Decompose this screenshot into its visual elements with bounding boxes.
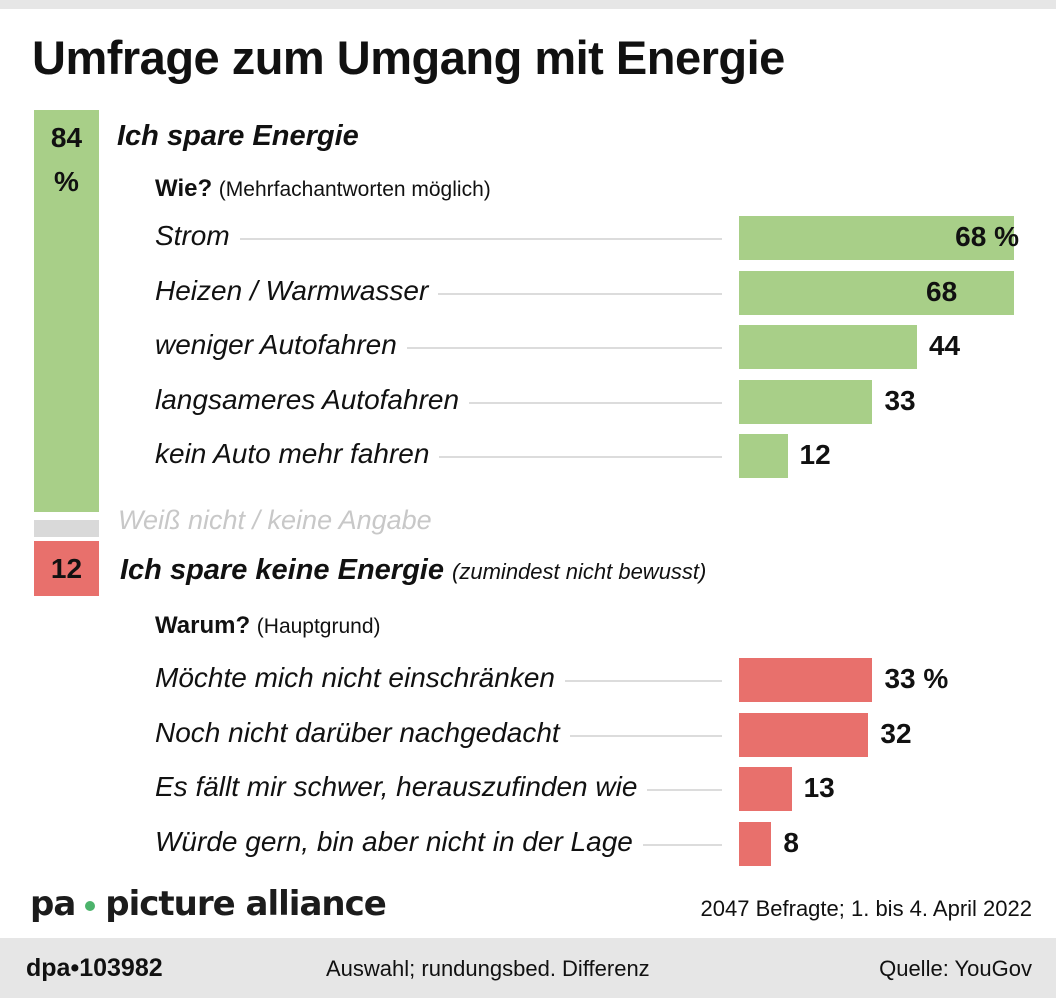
bar — [739, 767, 792, 811]
bar — [739, 325, 917, 369]
data-label: 12 — [799, 439, 831, 470]
data-label: 33 — [884, 384, 916, 416]
section-title-yes: Ich spare Energie — [117, 120, 359, 152]
question-how-note: (Mehrfachantworten möglich) — [218, 178, 491, 201]
footer-id: dpa•103982 — [26, 954, 163, 982]
data-label: 8 — [783, 826, 799, 858]
leader-line — [155, 347, 722, 349]
leader-line — [155, 292, 722, 295]
share-value-yes: 84 — [50, 122, 83, 153]
category-label: weniger Autofahren — [155, 329, 407, 361]
bar — [739, 658, 873, 702]
section-title-no-wrap: Ich spare keine Energie (zumindest nicht… — [120, 554, 706, 587]
category-label: Heizen / Warmwasser — [155, 274, 439, 307]
bar — [739, 712, 869, 757]
category-label: Noch nicht darüber nachgedacht — [155, 716, 570, 749]
data-label: 13 — [803, 772, 835, 803]
share-bar-yes — [34, 110, 99, 512]
bar — [739, 434, 788, 478]
watermark-logo: pa picture alliance — [30, 884, 387, 924]
data-label: 44 — [928, 330, 961, 361]
data-label: 68 % — [955, 221, 1019, 252]
footer-source: Quelle: YouGov — [879, 956, 1032, 981]
bar — [739, 821, 772, 866]
share-value-no: 12 — [50, 553, 83, 584]
question-why-label: Warum? — [155, 612, 251, 639]
share-bar-no — [34, 541, 99, 596]
data-label: 68 — [926, 275, 958, 307]
leader-line — [155, 238, 722, 240]
watermark-dot-icon — [85, 900, 96, 911]
bar — [739, 216, 1014, 260]
question-how: Wie? (Mehrfachantworten möglich) — [155, 175, 491, 203]
share-unit-yes: % — [54, 166, 79, 197]
watermark-right: picture alliance — [105, 884, 387, 924]
footer-remark: Auswahl; rundungsbed. Differenz — [326, 956, 650, 981]
unknown-label: Weiß nicht / keine Angabe — [118, 505, 432, 535]
category-label: kein Auto mehr fahren — [155, 438, 440, 470]
bar — [739, 270, 1014, 315]
section-title-no-note: (zumindest nicht bewusst) — [452, 559, 707, 584]
category-label: Strom — [155, 220, 240, 252]
data-label: 32 — [880, 717, 912, 749]
watermark-left: pa — [30, 884, 76, 924]
section-title-no: Ich spare keine Energie — [120, 554, 444, 586]
bar — [739, 379, 873, 424]
share-bar-unknown — [34, 520, 99, 537]
category-label: langsameres Autofahren — [155, 383, 470, 416]
category-label: Würde gern, bin aber nicht in der Lage — [155, 825, 643, 858]
sample-note: 2047 Befragte; 1. bis 4. April 2022 — [700, 896, 1032, 921]
question-why: Warum? (Hauptgrund) — [155, 612, 381, 640]
question-how-label: Wie? — [155, 175, 213, 202]
data-label: 33 % — [884, 663, 949, 694]
top-strip — [0, 0, 1056, 9]
category-label: Es fällt mir schwer, herauszufinden wie — [155, 771, 648, 803]
footer: dpa•103982 Auswahl; rundungsbed. Differe… — [0, 938, 1056, 998]
category-label: Möchte mich nicht einschränken — [155, 662, 565, 694]
question-why-note: (Hauptgrund) — [256, 615, 381, 638]
chart-title: Umfrage zum Umgang mit Energie — [32, 31, 785, 84]
